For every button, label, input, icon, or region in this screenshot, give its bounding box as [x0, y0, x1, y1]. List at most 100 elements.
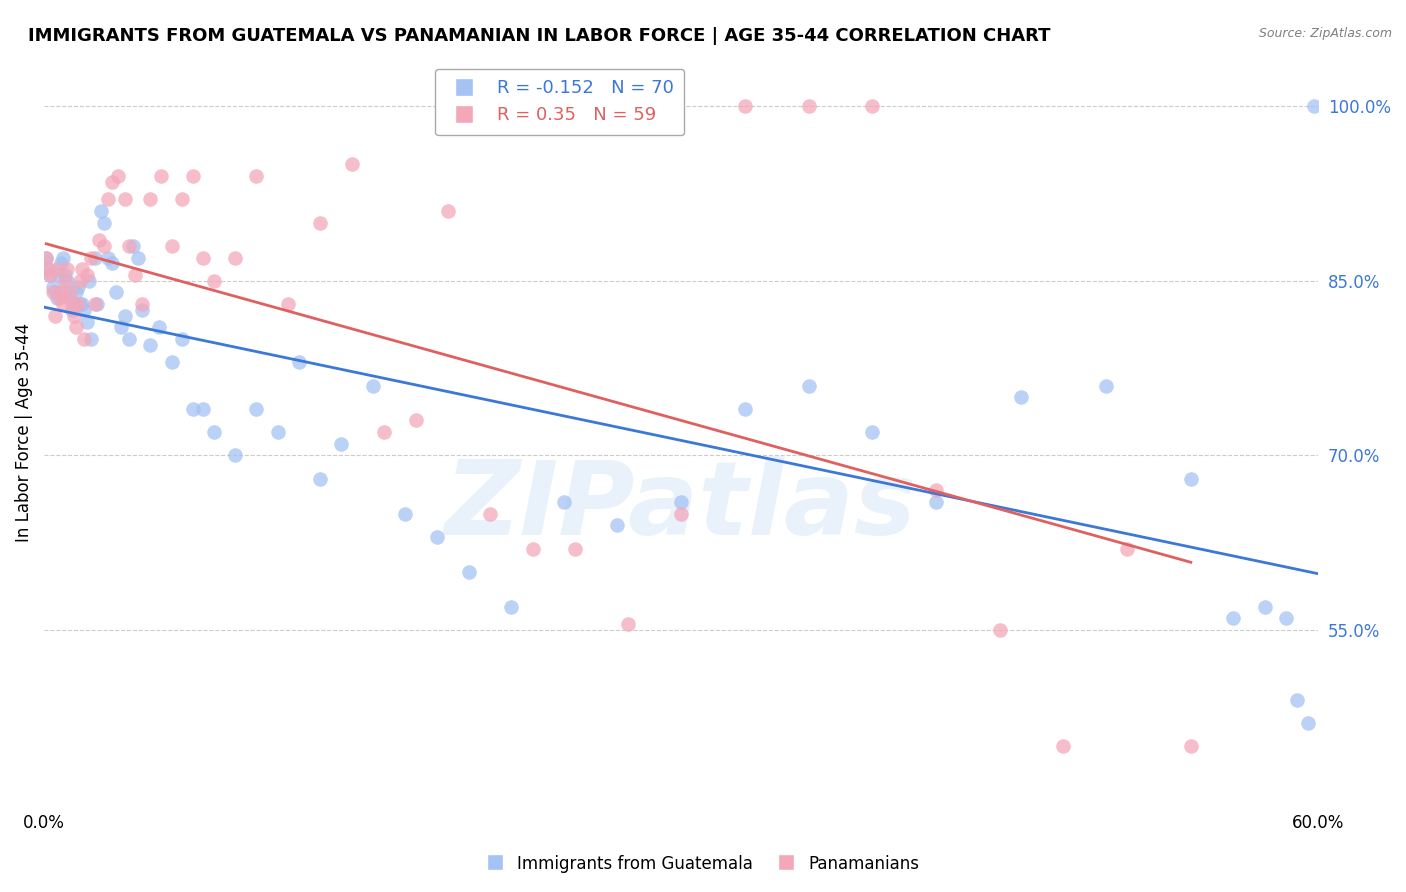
- Point: [202, 274, 225, 288]
- Point: [101, 175, 124, 189]
- Point: [37, 262, 59, 277]
- Point: [193, 401, 215, 416]
- Point: [39, 268, 62, 282]
- Point: [53, 274, 76, 288]
- Legend: R = -0.152   N = 70, R = 0.35   N = 59: R = -0.152 N = 70, R = 0.35 N = 59: [436, 69, 685, 136]
- Point: [245, 169, 267, 183]
- Point: [1116, 541, 1139, 556]
- Point: [522, 541, 544, 556]
- Point: [93, 216, 115, 230]
- Point: [84, 251, 107, 265]
- Point: [172, 332, 194, 346]
- Point: [39, 268, 62, 282]
- Point: [1254, 599, 1277, 614]
- Point: [114, 309, 136, 323]
- Point: [49, 256, 72, 270]
- Point: [67, 279, 90, 293]
- Point: [1275, 611, 1298, 625]
- Point: [49, 285, 72, 300]
- Point: [131, 302, 153, 317]
- Point: [160, 239, 183, 253]
- Point: [564, 541, 586, 556]
- Point: [669, 507, 692, 521]
- Point: [73, 302, 96, 317]
- Point: [797, 99, 820, 113]
- Point: [172, 192, 194, 206]
- Point: [1095, 378, 1118, 392]
- Point: [127, 251, 149, 265]
- Point: [1303, 99, 1326, 113]
- Point: [60, 297, 83, 311]
- Point: [53, 285, 76, 300]
- Point: [93, 239, 115, 253]
- Point: [669, 495, 692, 509]
- Point: [44, 285, 66, 300]
- Point: [797, 378, 820, 392]
- Point: [69, 297, 91, 311]
- Point: [1286, 693, 1309, 707]
- Point: [52, 297, 75, 311]
- Point: [1180, 739, 1202, 754]
- Point: [139, 192, 162, 206]
- Point: [193, 251, 215, 265]
- Point: [1180, 472, 1202, 486]
- Text: IMMIGRANTS FROM GUATEMALA VS PANAMANIAN IN LABOR FORCE | AGE 35-44 CORRELATION C: IMMIGRANTS FROM GUATEMALA VS PANAMANIAN …: [28, 27, 1050, 45]
- Point: [41, 279, 63, 293]
- Point: [65, 285, 87, 300]
- Point: [67, 297, 90, 311]
- Point: [107, 169, 129, 183]
- Point: [69, 274, 91, 288]
- Point: [734, 99, 756, 113]
- Point: [80, 332, 103, 346]
- Point: [45, 291, 67, 305]
- Point: [479, 507, 502, 521]
- Point: [181, 401, 204, 416]
- Point: [202, 425, 225, 439]
- Point: [73, 332, 96, 346]
- Point: [309, 472, 332, 486]
- Point: [89, 233, 111, 247]
- Point: [267, 425, 290, 439]
- Point: [1222, 611, 1244, 625]
- Point: [72, 297, 94, 311]
- Point: [84, 297, 107, 311]
- Point: [63, 297, 86, 311]
- Point: [90, 203, 112, 218]
- Point: [124, 268, 146, 282]
- Point: [373, 425, 395, 439]
- Point: [436, 203, 458, 218]
- Point: [149, 169, 172, 183]
- Point: [44, 309, 66, 323]
- Point: [224, 449, 246, 463]
- Point: [118, 332, 141, 346]
- Point: [76, 268, 98, 282]
- Point: [245, 401, 267, 416]
- Point: [309, 216, 332, 230]
- Point: [65, 320, 87, 334]
- Point: [45, 262, 67, 277]
- Y-axis label: In Labor Force | Age 35-44: In Labor Force | Age 35-44: [15, 323, 32, 541]
- Point: [501, 599, 523, 614]
- Point: [860, 425, 883, 439]
- Point: [606, 518, 628, 533]
- Point: [988, 623, 1011, 637]
- Point: [457, 565, 479, 579]
- Point: [37, 262, 59, 277]
- Point: [110, 320, 132, 334]
- Point: [86, 297, 108, 311]
- Point: [53, 268, 76, 282]
- Point: [1052, 739, 1074, 754]
- Point: [97, 251, 120, 265]
- Point: [48, 291, 70, 305]
- Point: [97, 192, 120, 206]
- Point: [80, 251, 103, 265]
- Point: [181, 169, 204, 183]
- Point: [48, 268, 70, 282]
- Point: [58, 285, 80, 300]
- Point: [617, 617, 640, 632]
- Point: [361, 378, 384, 392]
- Point: [56, 274, 79, 288]
- Point: [160, 355, 183, 369]
- Point: [35, 251, 58, 265]
- Point: [118, 239, 141, 253]
